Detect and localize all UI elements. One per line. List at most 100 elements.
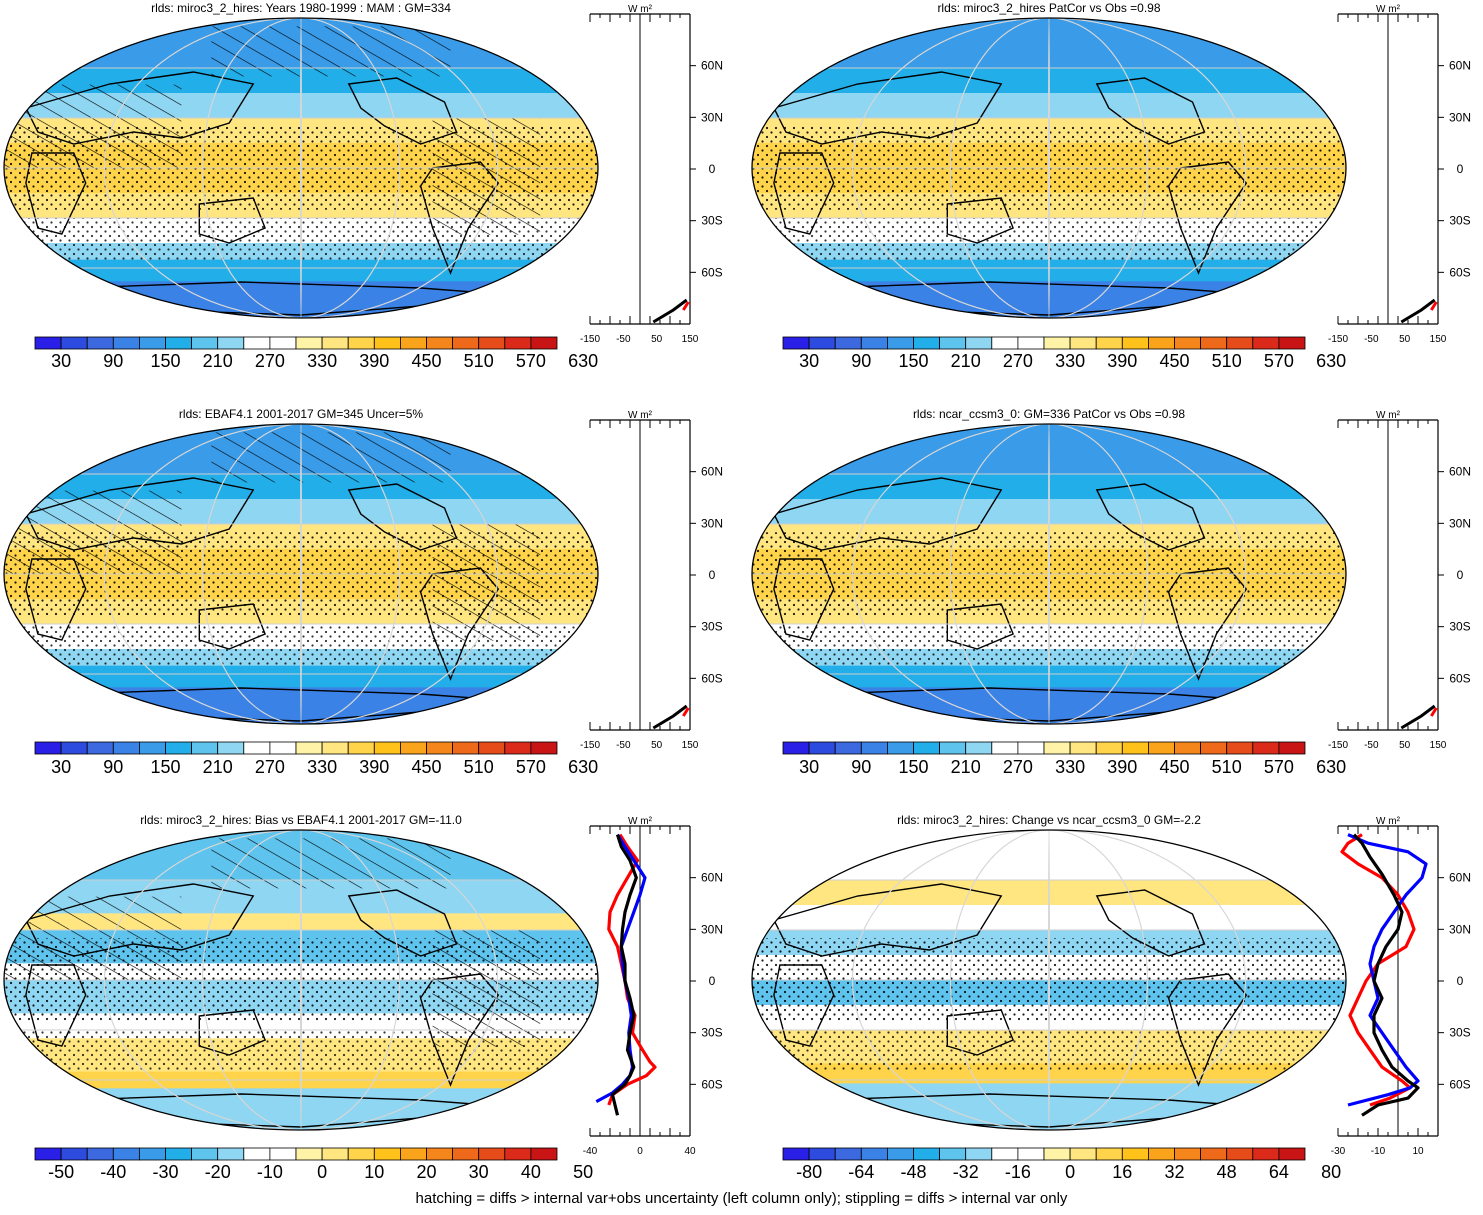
colorbar-swatch (1043, 741, 1071, 755)
profile-x-label: 50 (1399, 740, 1411, 751)
profile-lat-label: 0 (1457, 568, 1464, 582)
colorbar-swatch (834, 741, 862, 755)
colorbar-swatch (112, 336, 140, 350)
map-title: rlds: miroc3_2_hires: Years 1980-1999 : … (151, 1, 451, 15)
hatching (211, 26, 451, 77)
map-border (3, 829, 599, 1131)
map-field (752, 18, 1346, 318)
map-panel-2: rlds: miroc3_2_hires PatCor vs Obs =0.98… (751, 1, 1347, 371)
colorbar-swatch (939, 741, 967, 755)
profile-lat-label: 60S (1449, 1077, 1470, 1091)
colorbar: 30 90 150 210 270 330 390 450 510 570 630 (782, 741, 1346, 777)
graticule-lon (201, 18, 401, 318)
map-panel-4: rlds: ncar_ccsm3_0: GM=336 PatCor vs Obs… (751, 407, 1347, 777)
profile-unit: W m² (1376, 410, 1401, 421)
colorbar-swatch (1174, 741, 1202, 755)
colorbar: -50 -40 -30 -20 -10 0 10 20 30 40 50 (34, 1147, 593, 1182)
colorbar-swatch (269, 741, 297, 755)
map-field (4, 424, 598, 724)
profile-x-label: -50 (1364, 334, 1379, 345)
colorbar-swatch (165, 1147, 193, 1161)
colorbar-swatch (1174, 1147, 1202, 1161)
map-border (751, 423, 1347, 725)
colorbar-swatch (913, 741, 941, 755)
profile-x-label: -150 (580, 334, 600, 345)
colorbar-label: 150 (150, 757, 180, 777)
profile-lat-label: 0 (1457, 162, 1464, 176)
colorbar-swatch (426, 336, 454, 350)
colorbar-label: 40 (521, 1162, 541, 1182)
profile-lat-label: 0 (709, 568, 716, 582)
continent-outline (25, 964, 87, 1047)
colorbar-swatch (191, 741, 219, 755)
colorbar-label: 630 (568, 757, 598, 777)
map-field (752, 830, 1346, 1130)
colorbar-label: 390 (359, 351, 389, 371)
colorbar-swatch (452, 1147, 480, 1161)
continent-outline (1095, 483, 1206, 551)
profile-lat-label: 30S (1449, 620, 1470, 634)
colorbar-label: 270 (255, 351, 285, 371)
colorbar-label: 50 (573, 1162, 593, 1182)
colorbar-swatch (138, 336, 166, 350)
colorbar-swatch (321, 1147, 349, 1161)
continent-outline (347, 77, 458, 145)
continent-outline (25, 558, 87, 641)
colorbar-swatch (243, 1147, 271, 1161)
colorbar-label: -48 (900, 1162, 926, 1182)
profile-x-label: 50 (1399, 334, 1411, 345)
continent-outline (946, 197, 1015, 244)
colorbar-label: 90 (103, 351, 123, 371)
colorbar-label: 30 (469, 1162, 489, 1182)
graticule-lon (300, 18, 302, 318)
graticule-lon (103, 830, 499, 1130)
colorbar-swatch (191, 336, 219, 350)
profile-series-blue (1347, 833, 1428, 1107)
zonal-profile-1: W m² 60N 30N 0 30S 60S -150 -50 50 150 (580, 4, 723, 345)
colorbar-swatch (887, 1147, 914, 1161)
profile-unit: W m² (628, 410, 653, 421)
colorbar-label: 330 (1055, 757, 1085, 777)
colorbar-label: 90 (103, 757, 123, 777)
map-field (752, 424, 1346, 724)
hatching (432, 524, 541, 641)
colorbar-swatch (399, 336, 427, 350)
colorbar-label: -10 (257, 1162, 283, 1182)
profile-lat-label: 60N (701, 59, 723, 73)
profile-lat-label: 30S (701, 1026, 722, 1040)
profile-lat-label: 0 (709, 974, 716, 988)
colorbar-swatch (34, 741, 62, 755)
colorbar-swatch (1017, 336, 1045, 350)
colorbar-label: -40 (100, 1162, 126, 1182)
map-title: rlds: miroc3_2_hires: Change vs ncar_ccs… (897, 813, 1201, 827)
colorbar-label: -30 (152, 1162, 178, 1182)
profile-series-red (682, 301, 690, 311)
profile-x-label: 50 (651, 740, 663, 751)
colorbar-swatch (1017, 741, 1045, 755)
continent-outline (1167, 161, 1248, 275)
profile-series-red (1430, 707, 1438, 717)
colorbar-label: 150 (898, 757, 928, 777)
colorbar-swatch (1252, 741, 1280, 755)
profile-lat-label: 60S (1449, 671, 1470, 685)
colorbar-swatch (321, 741, 349, 755)
colorbar-swatch (530, 1147, 558, 1161)
continent-outline (1095, 77, 1206, 145)
colorbar-swatch (1200, 1147, 1228, 1161)
colorbar-swatch (965, 741, 993, 755)
colorbar-swatch (1252, 1147, 1280, 1161)
colorbar-swatch (1121, 1147, 1149, 1161)
colorbar-label: 390 (359, 757, 389, 777)
profile-lat-label: 30N (1449, 110, 1471, 124)
zonal-profile-2: W m² 60N 30N 0 30S 60S -150 -50 50 150 (1328, 4, 1471, 345)
profile-x-label: -40 (583, 1146, 598, 1157)
continent-outline (1167, 973, 1248, 1087)
colorbar-label: 630 (568, 351, 598, 371)
colorbar-swatch (1174, 336, 1202, 350)
continent-outline (946, 1009, 1015, 1056)
colorbar-swatch (1069, 1147, 1097, 1161)
colorbar-swatch (808, 741, 836, 755)
map-border (3, 17, 599, 319)
graticule-lon (851, 830, 1247, 1130)
colorbar-swatch (1121, 741, 1149, 755)
